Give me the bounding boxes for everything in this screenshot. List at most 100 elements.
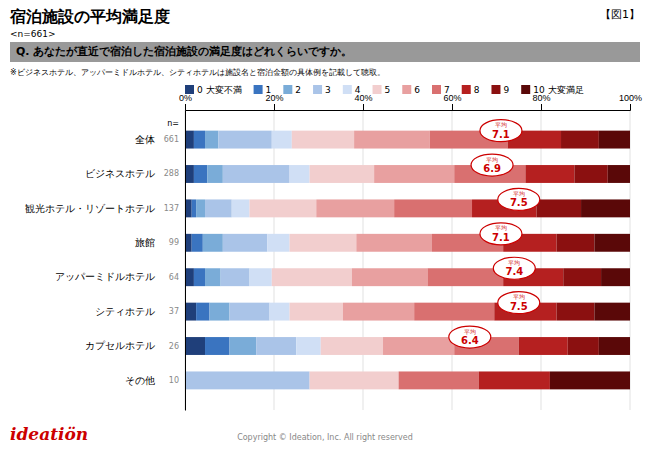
y-tick: シティホテル [95,306,155,317]
chart-root: 宿泊施設の平均満足度【図1】<n=661>Q. あなたが直近で宿泊した宿泊施設の… [0,0,650,450]
bar [563,268,601,286]
average-marker [498,188,540,210]
legend-swatch [491,85,500,94]
x-tick-label: 20% [265,93,283,103]
grid [185,110,630,410]
n-value: 288 [164,169,179,178]
bar [270,303,290,321]
y-axis-domain [185,111,186,411]
y-tick-label: 観光ホテル・リゾートホテル [25,203,155,214]
legend-label: 8 [474,85,480,95]
x-tick-mark [274,104,275,110]
legend-item: 0 大変不満 [185,85,242,95]
bar [185,199,192,217]
title: 宿泊施設の平均満足度 [9,7,170,26]
average-caption: 平均 [486,156,498,163]
bar [290,165,310,183]
y-tick-label: 全体 [135,134,155,145]
y-tick: その他 [125,375,155,386]
x-tick-label: 0% [179,93,192,103]
legend-swatch [521,85,530,94]
bar [230,337,257,355]
x-tick: 0% [179,93,192,110]
bar [292,131,354,149]
bar [354,131,430,149]
average-value: 6.4 [461,335,479,346]
bar-series [472,131,574,390]
legend-item: 2 [283,85,301,95]
average-marker [471,154,513,176]
legend-swatch [432,85,441,94]
grid-line [630,110,631,410]
average-value: 7.5 [510,301,528,312]
legend: 0 大変不満12345678910 大変満足 [185,85,584,95]
y-axis: 全体ビジネスホテル観光ホテル・リゾートホテル旅館アッパーミドルホテルシティホテル… [25,111,186,411]
average-caption: 平均 [513,190,525,197]
average-value: 6.9 [483,163,501,174]
bar [223,234,268,252]
bar [205,268,221,286]
average-caption: 平均 [464,328,476,335]
question: Q. あなたが直近で宿泊した宿泊施設の満足度はどれくらいですか。 [16,45,352,58]
x-tick: 80% [532,93,550,110]
bar [209,303,229,321]
bar [399,371,479,389]
legend-label: 6 [414,85,420,95]
bar [272,131,292,149]
bar [383,337,454,355]
bar [185,303,196,321]
bar [192,234,203,252]
average-labels: 平均7.1平均6.9平均7.5平均7.1平均7.4平均7.5平均6.4 [461,121,528,346]
x-tick-mark [630,104,631,110]
bar [203,234,223,252]
bar [574,165,607,183]
x-tick-mark [541,104,542,110]
bar [185,337,205,355]
average-value: 7.1 [492,232,510,243]
legend-swatch [313,85,322,94]
n-values: n=6612881379964372610 [164,119,179,385]
y-tick: カプセルホテル [85,340,155,351]
n-value: 99 [169,238,179,247]
bar [296,337,320,355]
bar [205,337,229,355]
average-caption: 平均 [508,259,520,266]
bar [267,234,289,252]
bar [525,165,574,183]
y-tick: 旅館 [135,237,155,248]
x-tick-mark [363,104,364,110]
legend-item: 8 [462,85,480,95]
x-axis: 0% 20% 40% 60% 80% 100% [179,93,642,111]
y-tick: 観光ホテル・リゾートホテル [25,203,155,214]
x-tick-label: 60% [443,93,461,103]
n-value: 661 [164,135,179,144]
y-tick-label: カプセルホテル [85,340,155,351]
bar [192,199,196,217]
bar [414,303,494,321]
x-tick: 40% [354,93,372,110]
logo: ideatiön [10,424,88,444]
bar [207,165,223,183]
x-tick: 20% [265,93,283,110]
legend-item: 3 [313,85,331,95]
average-marker [480,223,522,245]
legend-label: 0 大変不満 [197,85,242,95]
bar [550,371,630,389]
bar [537,199,582,217]
bar [290,303,343,321]
legend-swatch [283,85,292,94]
bar [581,199,630,217]
bar-series [185,131,310,390]
bar [608,165,630,183]
legend-label: 2 [295,85,301,95]
n-header: n= [167,119,179,128]
bar [557,234,595,252]
x-tick: 100% [619,93,642,110]
average-caption: 平均 [513,293,525,300]
bar-series [550,131,630,390]
bar [557,303,595,321]
legend-swatch [373,85,382,94]
bar [250,199,317,217]
legend-swatch [402,85,411,94]
x-tick-mark [185,104,186,110]
